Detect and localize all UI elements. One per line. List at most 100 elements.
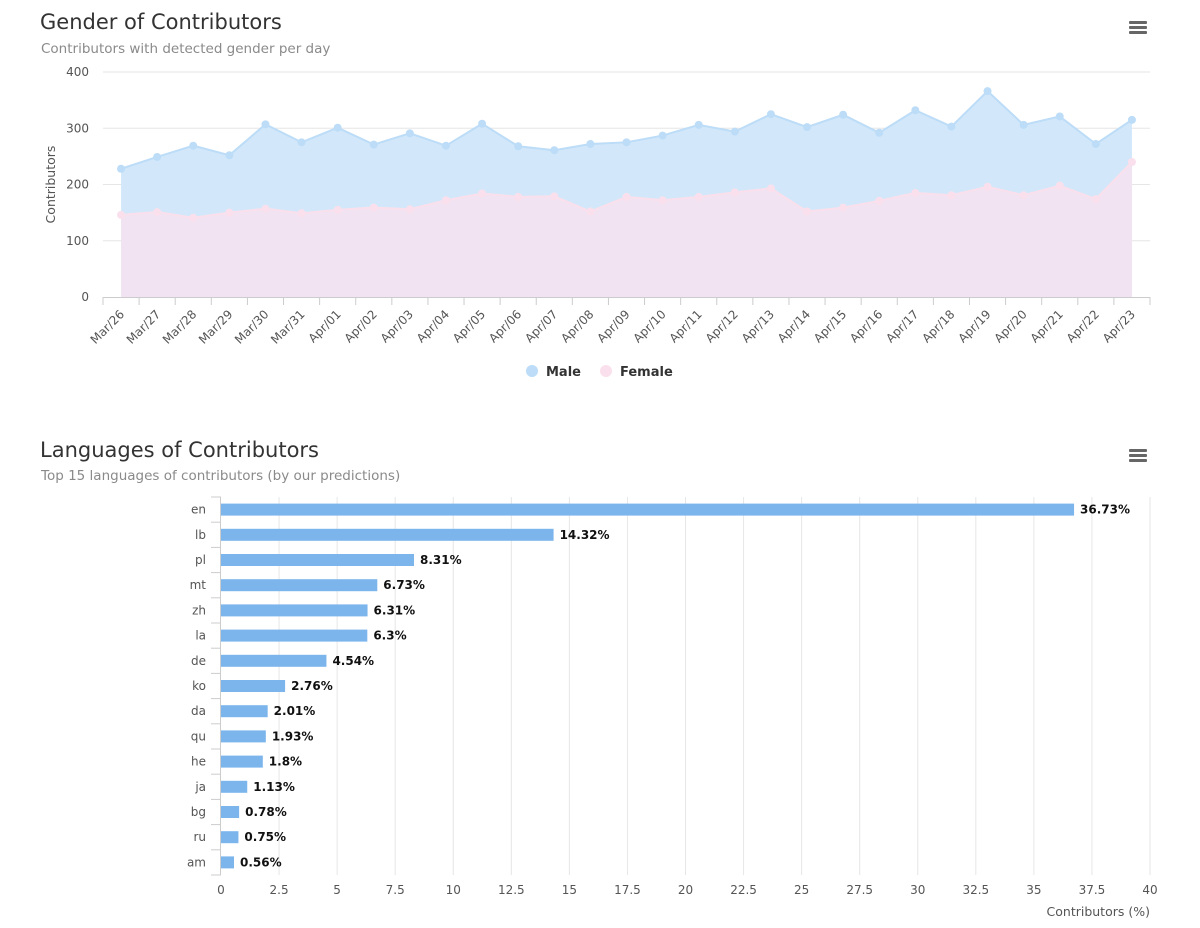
male-legend-marker xyxy=(526,365,538,377)
bar-row-qu: qu 1.93% xyxy=(191,729,314,743)
bar-data-label: 0.56% xyxy=(240,855,282,869)
male-point xyxy=(405,129,414,138)
bar xyxy=(221,856,235,869)
y-tick-label: 400 xyxy=(66,65,89,79)
x-tick-label: Apr/02 xyxy=(342,307,380,345)
bar-row-en: en 36.73% xyxy=(191,503,1130,517)
male-point xyxy=(730,127,739,136)
female-point xyxy=(333,205,342,214)
bar xyxy=(221,629,368,642)
male-point xyxy=(478,119,487,128)
x-tick-label: 2.5 xyxy=(270,883,289,897)
female-point xyxy=(1127,158,1136,166)
female-point xyxy=(766,184,775,193)
bar xyxy=(221,755,263,768)
y-axis-title: Contributors xyxy=(43,146,58,224)
male-point xyxy=(189,141,198,150)
female-point xyxy=(1019,191,1028,200)
bar-data-label: 2.01% xyxy=(274,704,316,718)
x-tick-label: Mar/28 xyxy=(160,307,200,347)
male-point xyxy=(766,110,775,119)
bar-data-label: 0.78% xyxy=(245,805,287,819)
y-category-label: la xyxy=(195,629,206,643)
female-point xyxy=(1055,181,1064,190)
male-point xyxy=(947,122,956,131)
menu-line xyxy=(1129,26,1147,29)
bar xyxy=(221,579,378,592)
x-tick-label: Apr/08 xyxy=(558,307,596,345)
x-tick-label: Apr/18 xyxy=(919,307,957,345)
x-tick-label: Apr/01 xyxy=(306,307,344,345)
x-tick-label: 25 xyxy=(794,883,809,897)
gender-chart-subtitle: Contributors with detected gender per da… xyxy=(41,41,331,57)
female-point xyxy=(514,192,523,201)
male-point xyxy=(1019,120,1028,129)
y-category-label: de xyxy=(191,654,206,668)
bar-row-am: am 0.56% xyxy=(187,855,282,869)
bar-row-lb: lb 14.32% xyxy=(195,528,610,542)
female-point xyxy=(875,196,884,205)
x-tick-label: Mar/29 xyxy=(196,307,236,347)
male-point xyxy=(658,131,667,140)
x-tick-label: Apr/21 xyxy=(1028,307,1066,345)
series-female xyxy=(117,158,1136,297)
bar-data-label: 14.32% xyxy=(560,528,610,542)
male-point xyxy=(586,140,595,148)
y-tick-label: 300 xyxy=(66,121,89,135)
x-tick-label: Apr/16 xyxy=(847,307,885,345)
male-point xyxy=(1091,140,1100,148)
bar xyxy=(221,831,239,844)
x-tick-label: Apr/07 xyxy=(522,307,560,345)
x-tick-label: 30 xyxy=(910,883,925,897)
y-category-label: zh xyxy=(192,603,206,617)
female-point xyxy=(803,207,812,216)
y-tick-label: 100 xyxy=(66,234,89,248)
x-tick-label: Apr/12 xyxy=(703,307,741,345)
bar-data-label: 6.31% xyxy=(374,603,416,617)
x-tick-label: Mar/30 xyxy=(232,307,272,347)
y-category-label: qu xyxy=(191,729,206,743)
x-tick-label: 7.5 xyxy=(386,883,405,897)
languages-chart-title: Languages of Contributors xyxy=(40,438,319,462)
female-point xyxy=(694,192,703,201)
gender-chart-title: Gender of Contributors xyxy=(40,10,282,34)
bar xyxy=(221,503,1075,516)
x-tick-label: Apr/04 xyxy=(414,307,452,345)
x-tick-label: Apr/09 xyxy=(594,307,632,345)
male-point xyxy=(225,151,234,160)
female-point xyxy=(478,189,487,198)
x-tick-label: Apr/05 xyxy=(450,307,488,345)
languages-chart-subtitle: Top 15 languages of contributors (by our… xyxy=(41,468,401,484)
female-legend-label: Female xyxy=(620,365,673,380)
male-point xyxy=(983,87,992,96)
bar xyxy=(221,654,327,667)
languages-chart-panel: Languages of Contributors Top 15 languag… xyxy=(0,428,1200,928)
gender-chart-menu-icon[interactable] xyxy=(1128,19,1148,37)
bar xyxy=(221,554,414,566)
x-tick-label: 37.5 xyxy=(1079,883,1106,897)
x-tick-label: 5 xyxy=(333,883,341,897)
bar-data-label: 4.54% xyxy=(332,654,374,668)
female-point xyxy=(1091,195,1100,204)
x-tick-label: Apr/22 xyxy=(1064,307,1102,345)
male-point xyxy=(514,142,523,151)
bar-row-ru: ru 0.75% xyxy=(193,830,286,844)
y-category-label: mt xyxy=(190,578,207,592)
y-category-label: pl xyxy=(195,553,206,567)
x-tick-label: 0 xyxy=(217,883,225,897)
x-tick-label: 10 xyxy=(446,883,461,897)
y-category-label: he xyxy=(191,755,206,769)
bar-data-label: 1.8% xyxy=(269,755,302,769)
male-point xyxy=(694,120,703,129)
x-tick-label: 27.5 xyxy=(846,883,873,897)
bar xyxy=(221,730,266,743)
female-area xyxy=(121,162,1132,297)
menu-line xyxy=(1129,21,1147,24)
female-point xyxy=(911,188,920,197)
languages-chart-menu-icon[interactable] xyxy=(1128,447,1148,465)
female-point xyxy=(297,209,306,218)
bar-data-label: 8.31% xyxy=(420,553,462,567)
y-category-label: bg xyxy=(191,805,206,819)
bar xyxy=(221,680,286,692)
male-point xyxy=(369,140,378,149)
